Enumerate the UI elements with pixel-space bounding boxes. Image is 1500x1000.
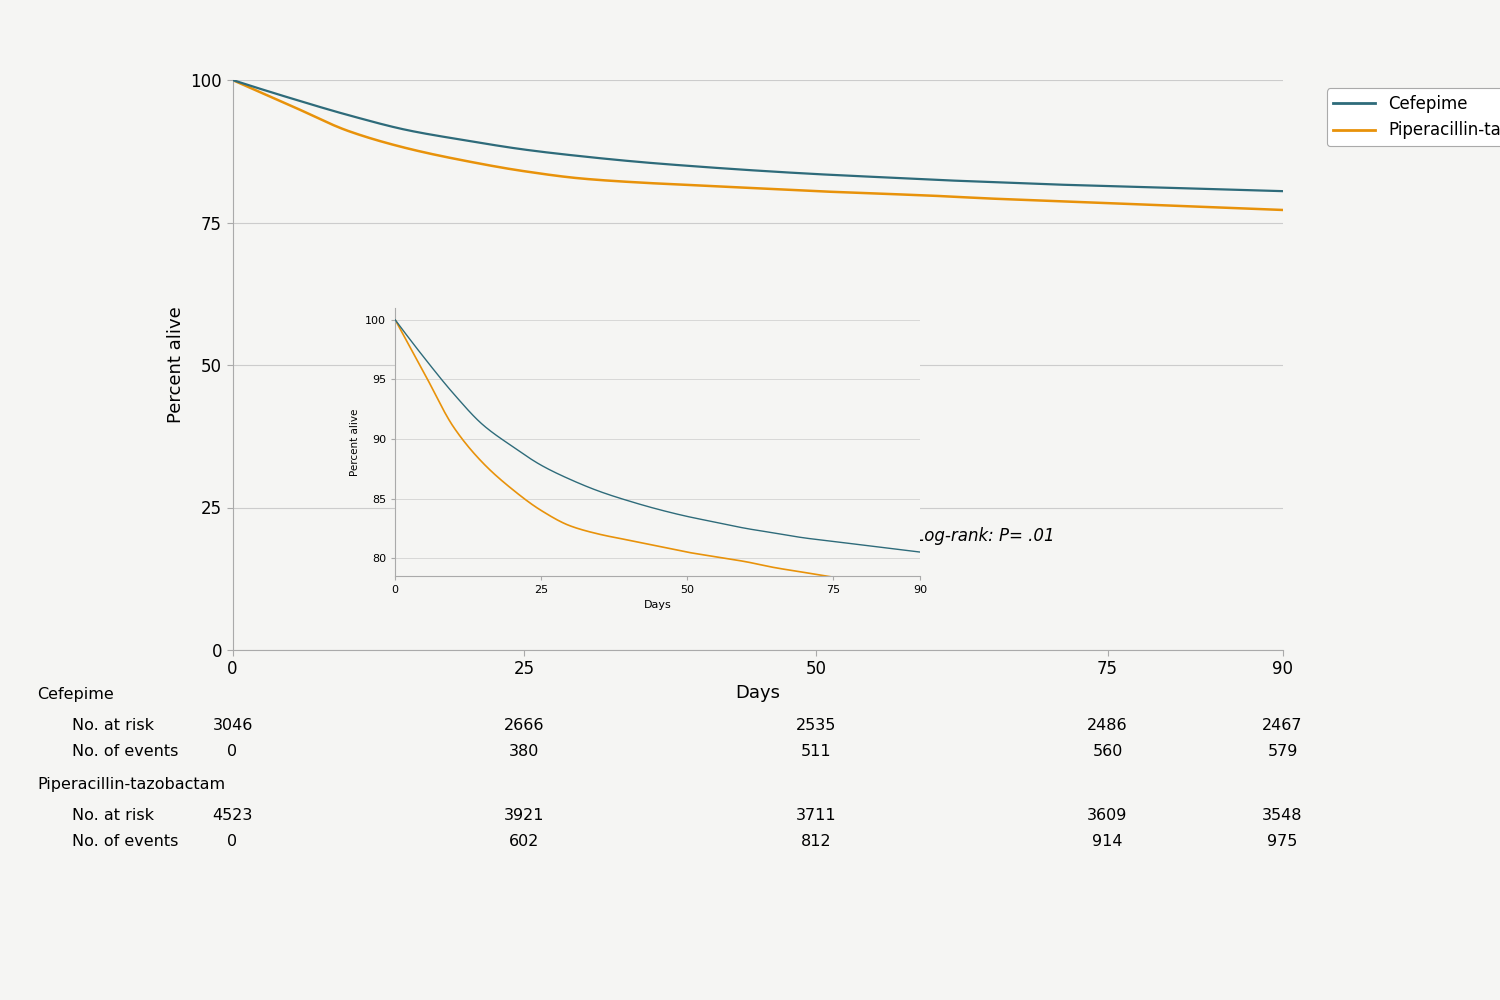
Piperacillin-tazobactam: [792, 184, 810, 196]
Piperacillin-tazobactam: [849, 187, 867, 199]
Text: 560: 560: [1092, 744, 1122, 760]
Piperacillin-tazobactam: [224, 74, 242, 86]
Text: No. of events: No. of events: [72, 744, 178, 760]
Text: Piperacillin-tazobactam: Piperacillin-tazobactam: [38, 778, 225, 792]
Text: Log-rank: P= .01: Log-rank: P= .01: [915, 527, 1054, 545]
Y-axis label: Percent alive: Percent alive: [166, 307, 184, 423]
Text: 0: 0: [228, 744, 237, 760]
Cefepime: [1084, 180, 1102, 192]
Text: No. at risk: No. at risk: [72, 718, 154, 732]
Cefepime: [729, 163, 747, 175]
Text: 3609: 3609: [1088, 808, 1128, 822]
Piperacillin-tazobactam: [1084, 197, 1102, 209]
Legend: Cefepime, Piperacillin-tazobactam: Cefepime, Piperacillin-tazobactam: [1326, 88, 1500, 146]
Cefepime: [1274, 185, 1292, 197]
Text: 2486: 2486: [1088, 718, 1128, 732]
Text: 3548: 3548: [1263, 808, 1302, 822]
Text: 975: 975: [1268, 834, 1298, 850]
Text: 2535: 2535: [795, 718, 836, 732]
Text: No. at risk: No. at risk: [72, 808, 154, 822]
Cefepime: [722, 163, 740, 175]
Text: 914: 914: [1092, 834, 1122, 850]
Text: 812: 812: [801, 834, 831, 850]
Text: 0: 0: [228, 834, 237, 850]
Cefepime: [792, 167, 810, 179]
Text: 3921: 3921: [504, 808, 544, 822]
Cefepime: [224, 74, 242, 86]
Text: 4523: 4523: [213, 808, 252, 822]
X-axis label: Days: Days: [735, 684, 780, 702]
Text: 602: 602: [509, 834, 540, 850]
Piperacillin-tazobactam: [1248, 203, 1266, 215]
Text: 511: 511: [801, 744, 831, 760]
Text: 3711: 3711: [795, 808, 836, 822]
Line: Cefepime: Cefepime: [232, 80, 1282, 191]
Piperacillin-tazobactam: [1274, 204, 1292, 216]
Cefepime: [849, 170, 867, 182]
Text: 2666: 2666: [504, 718, 544, 732]
Text: Cefepime: Cefepime: [38, 688, 114, 702]
Text: No. of events: No. of events: [72, 834, 178, 850]
Text: 2467: 2467: [1263, 718, 1302, 732]
Cefepime: [1248, 184, 1266, 196]
Text: 380: 380: [509, 744, 540, 760]
Line: Piperacillin-tazobactam: Piperacillin-tazobactam: [232, 80, 1282, 210]
Piperacillin-tazobactam: [729, 181, 747, 193]
Piperacillin-tazobactam: [722, 181, 740, 193]
Text: 579: 579: [1268, 744, 1298, 760]
Text: 3046: 3046: [213, 718, 252, 732]
